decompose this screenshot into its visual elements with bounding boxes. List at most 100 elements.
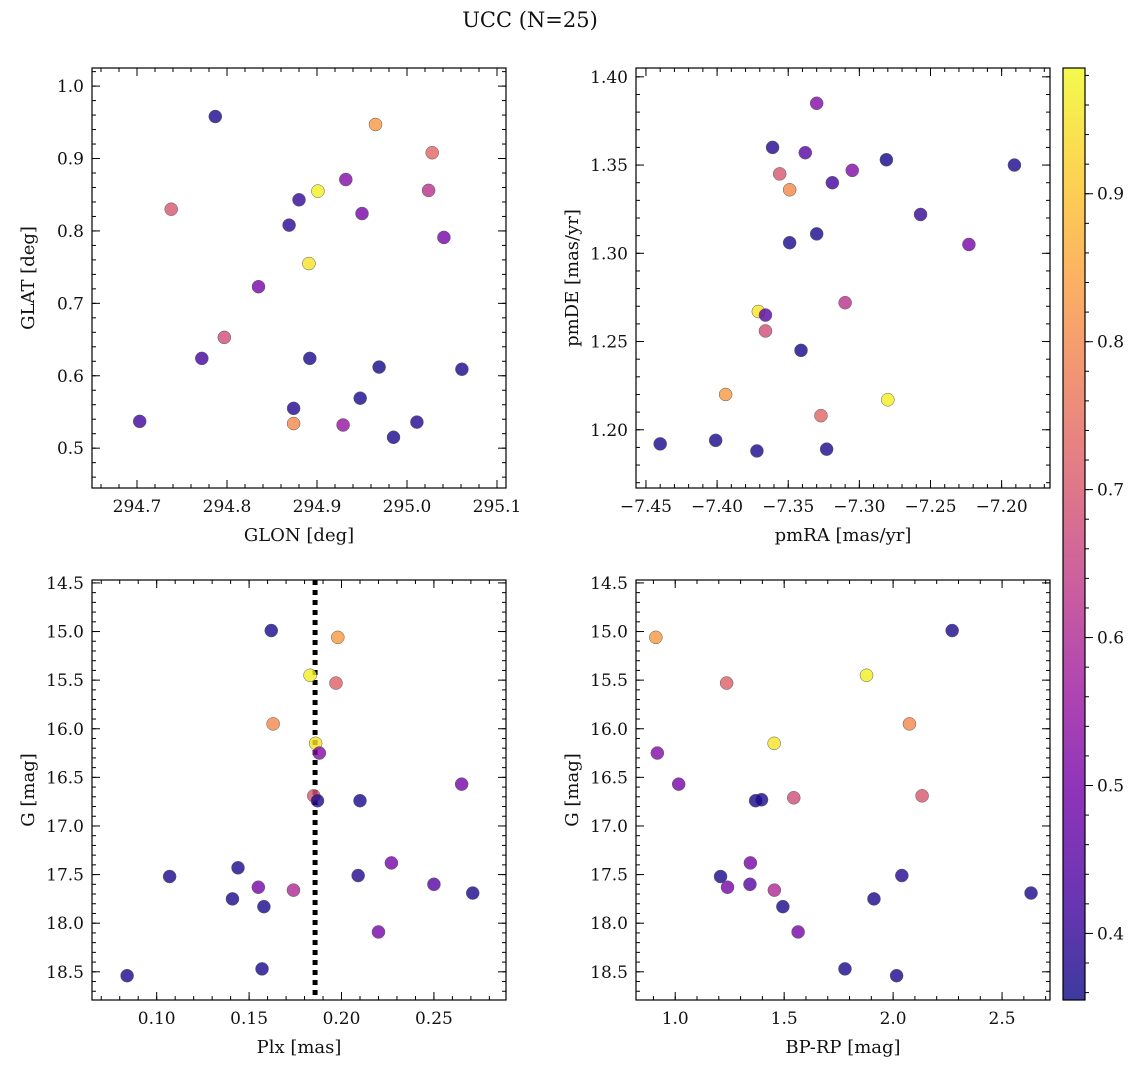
scatter-point [225, 892, 240, 906]
scatter-point [1007, 158, 1022, 172]
colorbar-frame [1062, 67, 1086, 1001]
scatter-point [454, 777, 469, 791]
scatter-point [913, 207, 928, 222]
scatter-point [767, 883, 782, 897]
panel-pmra-pmde: −7.45 −7.40 −7.35 −7.30 −7.25 −7.20 1.20 1.25 1.… [562, 67, 1051, 546]
x-tick-label: 0.20 [323, 1009, 361, 1029]
scatter-point [465, 886, 480, 900]
scatter-point [879, 153, 894, 167]
y-tick-label: 15.0 [590, 623, 628, 643]
x-tick-label: −7.35 [762, 497, 814, 517]
x-tick-label: 0.10 [138, 1009, 176, 1029]
x-axis-label: BP-RP [mag] [785, 1037, 900, 1058]
scatter-point [713, 869, 728, 884]
scatter-point [814, 408, 828, 423]
panel-bprp-g: 1.0 1.5 2.0 2.5 14.5 15.0 15.5 16.0 16.5 17.0 17.5… [562, 574, 1051, 1058]
y-tick-label: 15.0 [46, 623, 84, 643]
scatter-point [671, 777, 686, 791]
x-tick-label: 0.25 [415, 1009, 453, 1029]
scatter-point [809, 227, 824, 241]
scatter-point [772, 167, 787, 181]
scatter-point [708, 433, 723, 448]
x-tick-label: 295.1 [473, 497, 522, 517]
x-tick-label: 1.0 [662, 1009, 689, 1029]
scatter-point [782, 235, 797, 250]
scatter-point [859, 668, 874, 683]
y-tick-label: 1.0 [57, 77, 84, 97]
scatter-point [355, 206, 369, 221]
scatter-point [410, 415, 424, 429]
axes-frame [635, 67, 1051, 489]
x-tick-label: 2.5 [989, 1009, 1016, 1029]
colorbar-tick-label: 0.6 [1097, 629, 1124, 649]
scatter-point [881, 393, 895, 407]
scatter-point [787, 791, 801, 805]
x-tick-label: 294.7 [113, 497, 162, 517]
scatter-point [825, 175, 840, 190]
y-tick-label: 15.5 [590, 671, 628, 691]
x-tick-label: 2.0 [880, 1009, 907, 1029]
y-tick-label: 18.5 [46, 963, 84, 983]
scatter-point [754, 792, 769, 807]
scatter-point [765, 140, 780, 155]
y-axis-label: G [mag] [18, 753, 39, 826]
scatter-point [353, 391, 367, 405]
scatter-point [720, 880, 735, 894]
x-tick-label: 1.5 [771, 1009, 798, 1029]
x-tick-label: −7.45 [620, 497, 672, 517]
axes-frame [635, 579, 1051, 1001]
scatter-point [838, 962, 852, 976]
scatter-point [809, 96, 824, 111]
axes-frame [91, 67, 507, 489]
x-axis-label: GLON [deg] [244, 525, 354, 546]
x-tick-label: −7.40 [691, 497, 743, 517]
scatter-point [336, 418, 350, 432]
colorbar-tick-label: 0.7 [1097, 481, 1124, 501]
colorbar-tick-label: 0.5 [1097, 776, 1124, 796]
y-tick-label: 0.9 [57, 150, 84, 170]
scatter-point [798, 145, 813, 160]
y-tick-label: 17.0 [46, 817, 84, 837]
scatter-point [164, 202, 178, 216]
y-tick-label: 14.5 [590, 574, 628, 594]
scatter-point [782, 183, 797, 197]
scatter-point [758, 324, 773, 338]
scatter-point [750, 444, 764, 458]
scatter-point [132, 414, 147, 429]
y-tick-label: 1.35 [590, 156, 628, 176]
y-tick-label: 16.5 [590, 768, 628, 788]
scatter-point [120, 968, 134, 983]
scatter-point [372, 360, 386, 374]
scatter-point [945, 623, 959, 638]
scatter-point [895, 868, 909, 883]
x-tick-label: 295.0 [383, 497, 432, 517]
x-tick-label: 0.15 [230, 1009, 268, 1029]
scatter-point [195, 351, 209, 366]
scatter-point [427, 877, 441, 892]
scatter-point [368, 117, 383, 132]
scatter-point [303, 668, 317, 683]
axes-frame [91, 579, 507, 1001]
scatter-point [791, 925, 805, 939]
scatter-point [758, 308, 773, 322]
scatter-point [649, 630, 663, 645]
y-tick-label: 1.25 [590, 333, 628, 353]
scatter-point [867, 892, 881, 906]
y-tick-label: 14.5 [46, 574, 84, 594]
y-tick-label: 18.5 [590, 963, 628, 983]
scatter-point [902, 717, 917, 731]
scatter-point [217, 330, 232, 345]
scatter-point [311, 184, 325, 198]
scatter-point [251, 880, 266, 894]
scatter-point [962, 237, 976, 252]
scatter-point [264, 623, 279, 638]
x-tick-label: 294.9 [293, 497, 342, 517]
x-tick-label: −7.25 [904, 497, 956, 517]
scatter-point [208, 109, 223, 124]
y-axis-label: GLAT [deg] [18, 226, 39, 330]
scatter-point [303, 351, 317, 366]
scatter-point [339, 172, 353, 187]
y-tick-label: 1.40 [590, 68, 628, 88]
scatter-point [331, 630, 345, 645]
